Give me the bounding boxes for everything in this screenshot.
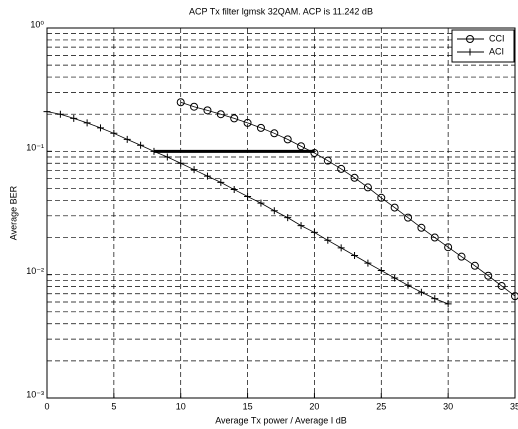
x-tick-label: 25 — [376, 401, 386, 411]
data-point — [190, 166, 198, 174]
x-tick-label: 15 — [243, 401, 253, 411]
data-point — [364, 259, 372, 267]
data-point — [96, 124, 104, 132]
data-point — [244, 193, 252, 201]
data-point — [150, 147, 158, 155]
data-point — [417, 288, 425, 296]
data-point — [351, 252, 359, 260]
data-point — [256, 123, 265, 132]
legend-marker — [466, 35, 474, 43]
data-point — [203, 172, 211, 180]
chart-title: ACP Tx filter lgmsk 32QAM. ACP is 11.242… — [189, 6, 373, 16]
data-point — [404, 281, 412, 289]
data-point — [337, 244, 345, 252]
x-tick-label: 10 — [176, 401, 186, 411]
data-point — [284, 214, 292, 222]
data-point — [444, 243, 453, 252]
y-tick-label: 10⁻¹ — [26, 143, 44, 153]
y-tick-label: 10⁰ — [30, 19, 44, 29]
x-tick-label: 0 — [44, 401, 49, 411]
series-line — [180, 101, 516, 297]
data-point — [350, 173, 359, 182]
data-point — [43, 108, 51, 116]
data-point — [137, 141, 145, 149]
legend-label: ACI — [489, 46, 504, 56]
data-point — [56, 110, 64, 118]
data-point — [110, 129, 118, 137]
plot-frame — [46, 27, 516, 399]
data-point — [297, 142, 306, 151]
data-point — [270, 207, 278, 215]
data-point — [190, 102, 199, 111]
data-point — [337, 164, 346, 173]
data-point — [217, 178, 225, 186]
data-point — [431, 295, 439, 303]
data-point — [123, 135, 131, 143]
y-axis-label: Average BER — [8, 185, 18, 240]
data-point — [470, 261, 479, 270]
data-point — [404, 213, 413, 222]
data-point — [324, 236, 332, 244]
data-point — [444, 300, 452, 308]
data-point — [257, 199, 265, 207]
data-point — [70, 114, 78, 122]
data-point — [177, 159, 185, 167]
data-point — [283, 135, 292, 144]
data-point — [457, 252, 466, 261]
x-tick-label: 35 — [510, 401, 518, 411]
data-point — [323, 156, 332, 165]
x-tick-label: 20 — [309, 401, 319, 411]
data-point — [377, 193, 386, 202]
data-point — [297, 222, 305, 230]
data-point — [163, 153, 171, 161]
data-point — [484, 271, 493, 280]
data-point — [176, 98, 185, 107]
legend-label: CCI — [489, 33, 505, 43]
data-point — [390, 203, 399, 212]
data-point — [430, 233, 439, 242]
legend-box — [451, 29, 515, 63]
data-point — [310, 228, 318, 236]
data-point — [511, 292, 518, 301]
data-point — [216, 110, 225, 119]
x-tick-label: 30 — [443, 401, 453, 411]
y-tick-label: 10⁻³ — [26, 389, 44, 399]
data-point — [270, 129, 279, 138]
data-point — [243, 118, 252, 127]
legend-marker — [466, 48, 474, 56]
data-point — [310, 148, 319, 157]
data-point — [230, 186, 238, 194]
data-point — [497, 281, 506, 290]
data-point — [377, 267, 385, 275]
data-point — [203, 106, 212, 115]
y-tick-label: 10⁻² — [26, 266, 44, 276]
x-axis-label: Average Tx power / Average I dB — [215, 415, 347, 425]
data-point — [363, 183, 372, 192]
data-point — [417, 223, 426, 232]
data-point — [83, 119, 91, 127]
data-point — [230, 114, 239, 123]
data-point — [391, 274, 399, 282]
x-tick-label: 5 — [111, 401, 116, 411]
